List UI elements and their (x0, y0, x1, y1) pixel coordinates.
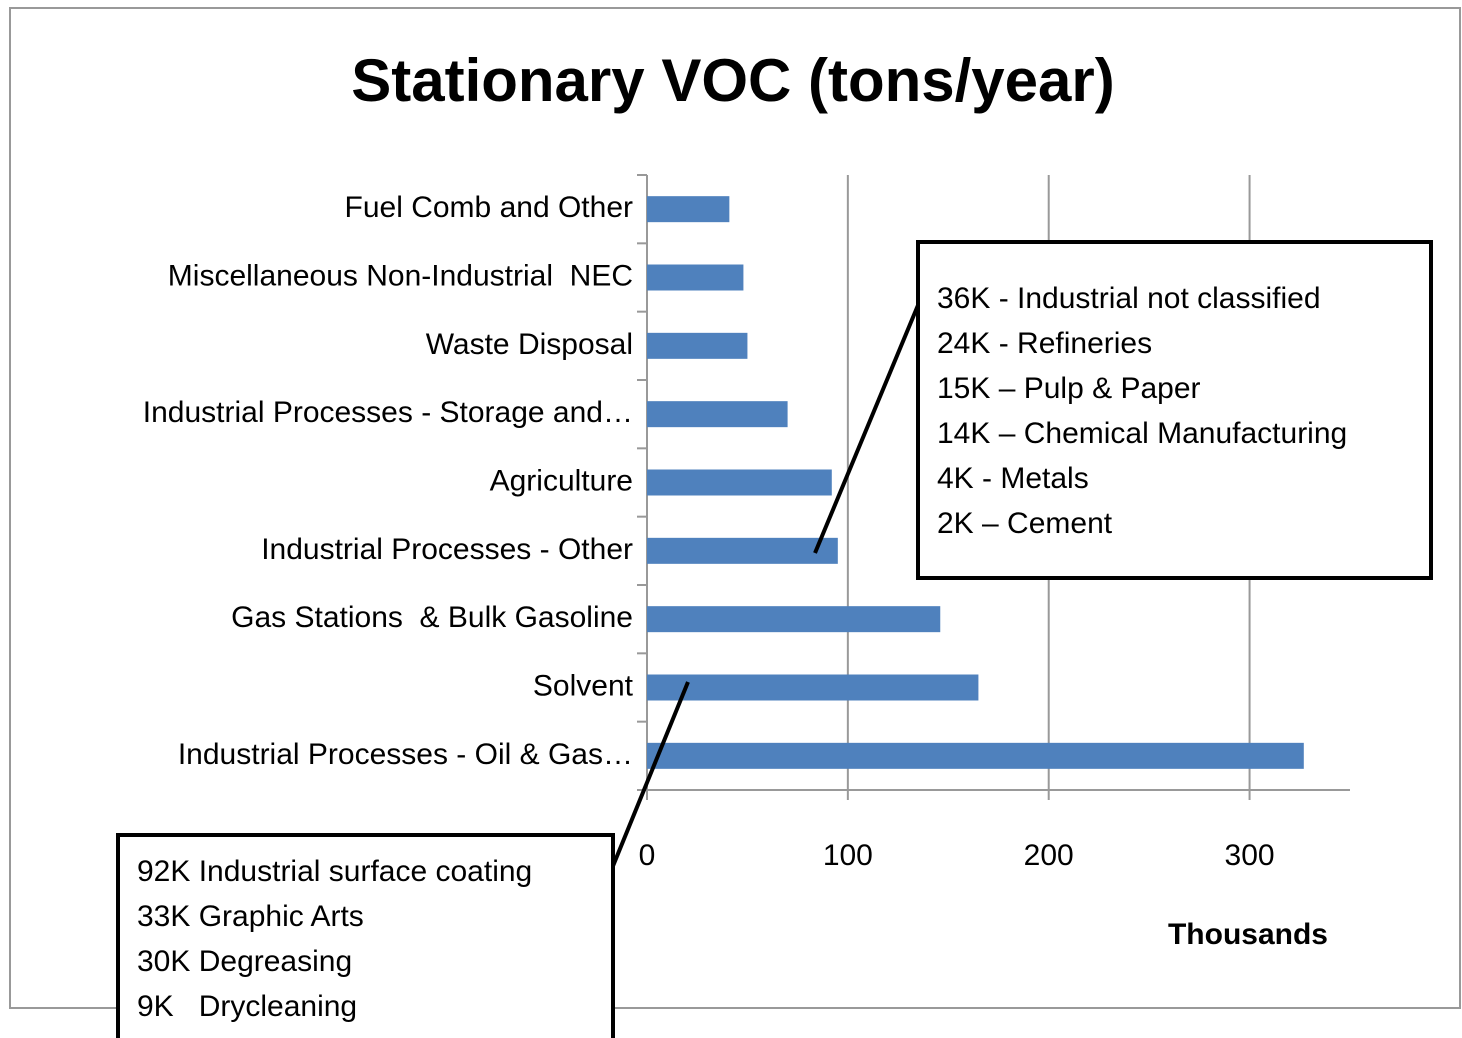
annotation-text: 92K Industrial surface coating (137, 855, 532, 888)
leader-line (813, 297, 923, 554)
y-tick-label: Miscellaneous Non-Industrial NEC (168, 259, 633, 292)
annotation-text: 30K Degreasing (137, 945, 352, 978)
annotation-text: 15K – Pulp & Paper (937, 372, 1201, 405)
bar (647, 606, 941, 633)
bar (647, 469, 832, 496)
annotation-text: 4K - Metals (937, 462, 1089, 495)
bar (647, 332, 748, 359)
annotation-text: 33K Graphic Arts (137, 900, 364, 933)
x-axis-label: Thousands (1168, 918, 1328, 951)
x-tick-label: 100 (823, 839, 873, 872)
bar (647, 401, 788, 428)
annotation-text: 24K - Refineries (937, 327, 1152, 360)
annotation-text: 36K - Industrial not classified (937, 282, 1321, 315)
bar (647, 537, 838, 564)
x-tick-label: 0 (639, 839, 656, 872)
y-tick-label: Waste Disposal (426, 328, 633, 361)
annotation-box (116, 833, 615, 1038)
y-tick-label: Industrial Processes - Other (261, 533, 633, 566)
leader-line (611, 681, 690, 867)
annotation-text: 2K – Cement (937, 507, 1113, 540)
bar (647, 742, 1304, 769)
y-tick-label: Gas Stations & Bulk Gasoline (231, 601, 633, 634)
bar (647, 196, 730, 223)
y-tick-label: Industrial Processes - Storage and… (143, 396, 633, 429)
x-tick-label: 300 (1225, 839, 1275, 872)
y-tick-label: Industrial Processes - Oil & Gas… (178, 738, 633, 771)
bar (647, 674, 979, 701)
annotation-text: 9K Drycleaning (137, 990, 357, 1023)
y-tick-label: Agriculture (490, 464, 633, 497)
bar (647, 264, 744, 291)
y-tick-label: Solvent (533, 669, 634, 702)
annotation-box (916, 240, 1433, 580)
chart-title: Stationary VOC (tons/year) (351, 47, 1115, 114)
x-tick-label: 200 (1024, 839, 1074, 872)
y-tick-label: Fuel Comb and Other (345, 191, 633, 224)
annotation-text: 14K – Chemical Manufacturing (937, 417, 1347, 450)
